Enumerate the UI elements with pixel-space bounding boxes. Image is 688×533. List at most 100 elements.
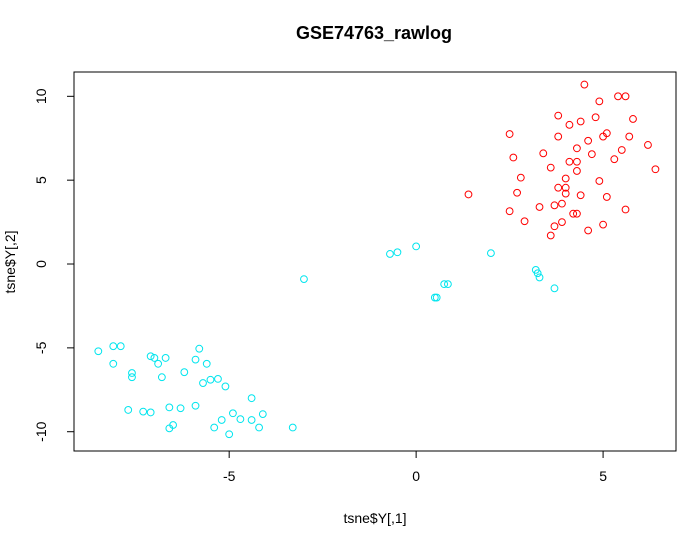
red-data-point (573, 144, 581, 153)
red-data-point (554, 111, 563, 120)
red-data-point (505, 207, 514, 216)
cyan-data-point (165, 424, 174, 433)
red-data-point (584, 226, 593, 235)
cyan-data-point (139, 407, 148, 416)
cyan-data-point (191, 401, 200, 410)
x-tick-label: 5 (599, 468, 607, 484)
red-data-point (513, 188, 521, 197)
cyan-data-point (146, 408, 155, 417)
red-data-point (464, 190, 473, 199)
red-data-point (573, 157, 581, 166)
cyan-data-point (225, 430, 234, 439)
cyan-data-point (109, 359, 118, 368)
red-data-point (576, 117, 585, 126)
red-data-point (561, 174, 570, 183)
red-data-point (580, 80, 589, 89)
cyan-data-point (440, 280, 449, 289)
red-data-point (573, 209, 581, 218)
y-tick-label: 0 (33, 260, 49, 268)
cyan-data-point (191, 355, 200, 364)
cyan-data-point (165, 403, 174, 412)
cyan-data-point (229, 409, 237, 418)
y-tick-label: -5 (33, 341, 49, 354)
chart-title: GSE74763_rawlog (296, 23, 452, 43)
cyan-data-point (116, 342, 125, 351)
cyan-data-point (154, 359, 163, 368)
y-tick-label: 10 (33, 88, 49, 104)
cyan-data-point (258, 410, 267, 419)
cyan-data-point (124, 406, 133, 414)
red-data-point (591, 113, 600, 122)
red-data-point (576, 191, 585, 200)
cyan-data-point (221, 382, 230, 391)
red-data-point (561, 183, 570, 192)
red-data-point (539, 149, 548, 158)
red-data-point (599, 220, 607, 229)
red-data-point (569, 209, 578, 218)
red-data-point (565, 120, 574, 129)
cyan-data-point (535, 273, 544, 282)
red-data-point (535, 203, 544, 211)
red-data-point (602, 193, 611, 201)
x-tick-label: -5 (223, 468, 236, 484)
plot-frame (73, 71, 677, 452)
y-axis: -10 -5 0 5 10 (33, 88, 75, 442)
cyan-data-point (393, 248, 402, 257)
cyan-data-point (255, 423, 263, 432)
cyan-data-point (210, 423, 219, 432)
cyan-data-point (432, 293, 441, 302)
cyan-data-point (236, 415, 245, 424)
red-data-point (617, 146, 626, 154)
cyan-data-point (487, 249, 495, 258)
x-axis: -5 0 5 (223, 450, 607, 484)
cyan-data-point (217, 416, 226, 424)
x-tick-label: 0 (412, 468, 420, 484)
cyan-data-point (180, 368, 189, 377)
red-data-point (546, 231, 555, 240)
red-data-point (595, 177, 604, 185)
red-data-point (644, 141, 652, 149)
red-data-point (561, 189, 570, 198)
cyan-data-point (412, 242, 421, 251)
red-data-point (595, 97, 604, 106)
red-data-point (558, 218, 566, 226)
cyan-data-point (128, 369, 136, 377)
red-data-point (629, 115, 637, 123)
cyan-data-point (94, 347, 103, 356)
cyan-data-point (550, 284, 559, 293)
y-tick-label: 5 (33, 176, 49, 184)
red-data-point (550, 201, 559, 210)
red-data-point (599, 132, 607, 141)
red-data-point (550, 222, 559, 231)
cyan-data-point (206, 375, 215, 384)
red-data-point (554, 132, 563, 141)
cyan-data-point (150, 354, 159, 362)
y-axis-label: tsne$Y[,2] (2, 230, 18, 293)
red-data-point (546, 163, 555, 172)
cyan-data-point (199, 379, 207, 387)
cyan-data-point (247, 416, 256, 424)
red-data-point (651, 165, 660, 174)
data-points (94, 80, 660, 439)
red-data-point (625, 132, 634, 141)
x-axis-label: tsne$Y[,1] (343, 510, 406, 526)
y-tick-label: -10 (33, 421, 49, 441)
red-data-point (558, 199, 566, 208)
red-data-point (610, 155, 619, 164)
cyan-data-point (109, 342, 118, 351)
cyan-data-point (214, 374, 222, 383)
cyan-data-point (288, 423, 297, 432)
cyan-data-point (300, 275, 308, 284)
red-data-point (587, 150, 596, 159)
red-data-point (509, 153, 518, 162)
cyan-data-point (146, 352, 155, 361)
red-data-point (573, 167, 581, 175)
red-data-point (565, 157, 574, 166)
red-data-point (520, 217, 529, 226)
red-data-point (621, 92, 630, 101)
cyan-data-point (202, 359, 211, 368)
red-data-point (614, 92, 622, 101)
red-data-point (505, 130, 514, 138)
cyan-data-point (161, 354, 170, 362)
